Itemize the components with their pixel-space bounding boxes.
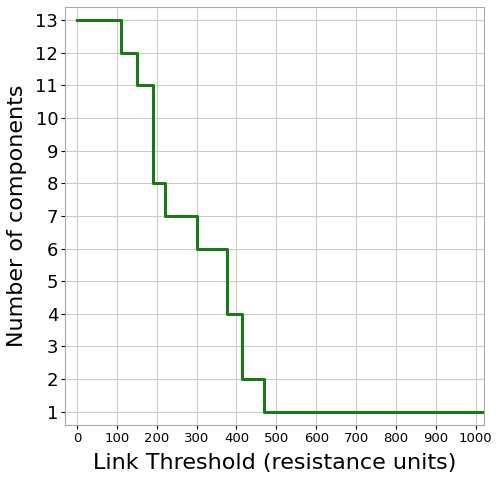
X-axis label: Link Threshold (resistance units): Link Threshold (resistance units) <box>92 453 456 473</box>
Y-axis label: Number of components: Number of components <box>7 84 27 347</box>
